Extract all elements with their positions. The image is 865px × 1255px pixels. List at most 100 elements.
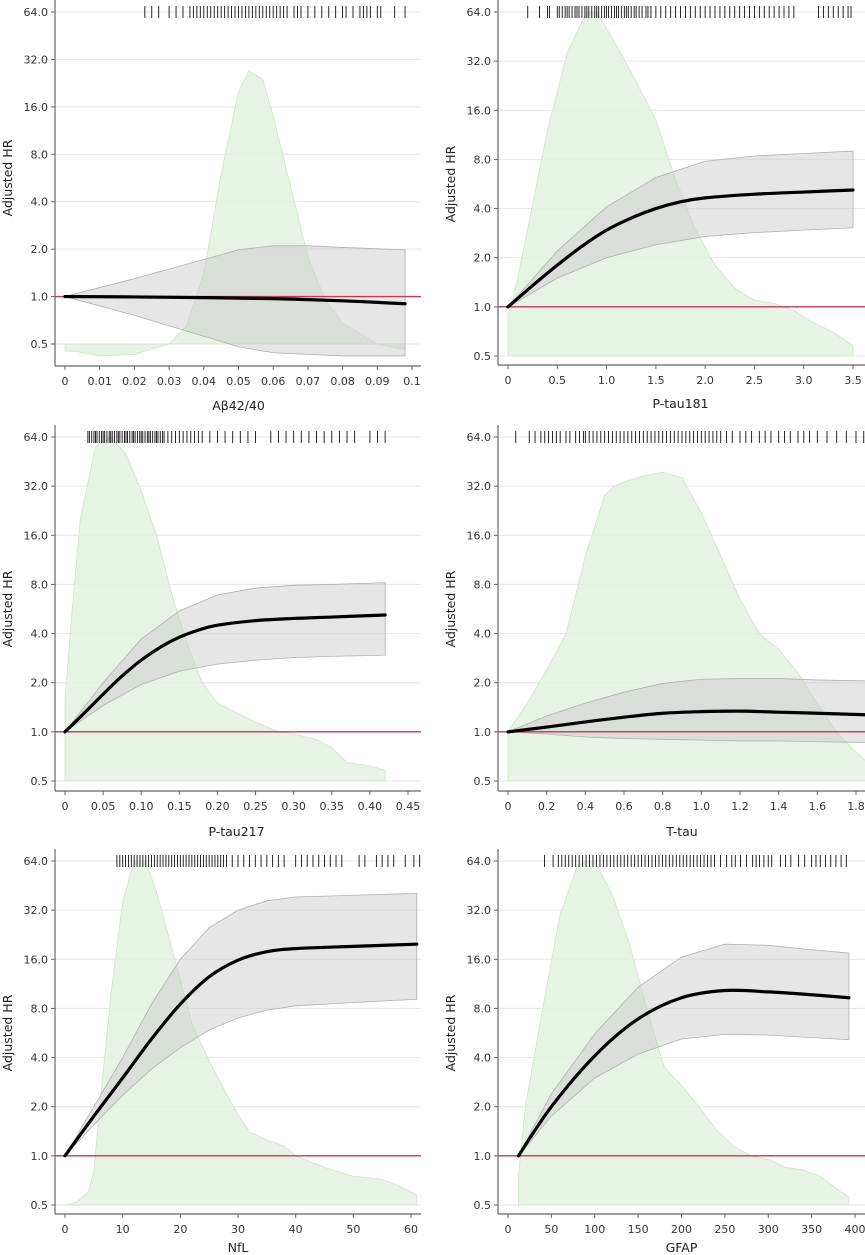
hr-curve	[63, 294, 407, 306]
x-tick-label: 1.4	[770, 800, 788, 813]
x-tick-label: 60	[404, 1223, 418, 1236]
y-tick-label: 2.0	[31, 677, 49, 690]
y-tick-label: 2.0	[31, 1101, 49, 1114]
y-tick-label: 0.5	[31, 775, 49, 788]
x-tick-label: 0.01	[87, 375, 112, 388]
x-tick-label: 3.0	[795, 374, 813, 387]
x-tick-label: 250	[714, 1223, 735, 1236]
y-axis-title: Adjusted HR	[443, 145, 458, 222]
y-tick-label: 1.0	[474, 301, 492, 314]
density-area	[64, 70, 406, 357]
panel-top-left: 0.5 1.0 2.0 4.0 8.0 16.0 32.0 64.0 0 0.01 0.02 0.03…	[0, 0, 421, 413]
y-tick-label: 2.0	[31, 243, 49, 256]
x-axis-title: NfL	[228, 1240, 249, 1255]
x-tick-label: 0	[505, 374, 512, 387]
y-tick-label: 32.0	[467, 55, 492, 68]
panel-middle-left: 0.5 1.0 2.0 4.0 8.0 16.0 32.0 64.0 0 0.05 0.10 0.15…	[0, 425, 421, 839]
x-tick-label: 0.1	[403, 375, 421, 388]
x-tick-label: 0.10	[129, 800, 154, 813]
x-tick-label: 0.35	[320, 800, 345, 813]
density-area	[507, 11, 854, 357]
rug-plot	[116, 855, 421, 867]
y-tick-label: 64.0	[467, 6, 492, 19]
y-tick-label: 64.0	[24, 6, 49, 19]
hr-curve	[63, 942, 419, 1158]
x-tick-label: 0.8	[654, 800, 672, 813]
x-tick-label: 0.30	[281, 800, 306, 813]
x-tick-label: 1.0	[693, 800, 711, 813]
y-tick-label: 32.0	[24, 480, 49, 493]
ci-band	[64, 582, 386, 733]
panel-top-right: 0.5 1.0 2.0 4.0 8.0 16.0 32.0 64.0 0 0.5 1.0 1.5 2.0…	[443, 0, 865, 411]
y-tick-label: 8.0	[474, 1002, 492, 1015]
x-tick-label: 400	[845, 1223, 865, 1236]
y-tick-label: 64.0	[467, 431, 492, 444]
x-tick-label: 20	[173, 1223, 187, 1236]
x-tick-label: 0.05	[91, 800, 116, 813]
y-axis-title: Adjusted HR	[0, 570, 15, 647]
x-tick-label: 2.5	[746, 374, 764, 387]
x-tick-label: 350	[801, 1223, 822, 1236]
y-tick-label: 64.0	[24, 431, 49, 444]
y-tick-label: 1.0	[474, 1150, 492, 1163]
density-area	[507, 471, 865, 782]
y-tick-label: 4.0	[31, 1052, 49, 1065]
y-tick-label: 4.0	[474, 203, 492, 216]
y-tick-label: 0.5	[31, 338, 49, 351]
x-tick-label: 0.5	[549, 374, 567, 387]
y-tick-label: 0.5	[474, 1199, 492, 1212]
x-tick-label: 0.08	[330, 375, 355, 388]
y-tick-label: 8.0	[31, 578, 49, 591]
density-area	[64, 860, 418, 1206]
y-tick-label: 4.0	[31, 628, 49, 641]
x-tick-label: 30	[231, 1223, 245, 1236]
y-tick-label: 2.0	[474, 252, 492, 265]
x-tick-label: 0	[505, 1223, 512, 1236]
y-tick-label: 4.0	[31, 196, 49, 209]
x-tick-label: 100	[584, 1223, 605, 1236]
x-tick-label: 0	[62, 1223, 69, 1236]
y-tick-label: 32.0	[467, 904, 492, 917]
x-tick-label: 0.15	[167, 800, 192, 813]
hr-curve	[506, 709, 865, 734]
y-tick-label: 1.0	[31, 726, 49, 739]
rug-plot	[527, 6, 852, 18]
y-tick-label: 64.0	[24, 855, 49, 868]
y-tick-label: 1.0	[31, 291, 49, 304]
panel-bottom-left: 0.5 1.0 2.0 4.0 8.0 16.0 32.0 64.0 0 10 20 30 40 50 60…	[0, 849, 421, 1255]
y-tick-label: 4.0	[474, 1052, 492, 1065]
x-tick-label: 0.4	[577, 800, 595, 813]
x-tick-label: 200	[671, 1223, 692, 1236]
x-axis-title: GFAP	[666, 1240, 698, 1255]
y-tick-label: 8.0	[474, 153, 492, 166]
x-tick-label: 1.6	[809, 800, 827, 813]
x-tick-label: 1.5	[647, 374, 665, 387]
rug-plot	[144, 6, 406, 18]
x-tick-label: 0.6	[615, 800, 633, 813]
y-tick-label: 64.0	[467, 855, 492, 868]
x-tick-label: 0.07	[296, 375, 321, 388]
x-tick-label: 0.25	[243, 800, 268, 813]
x-tick-label: 2.0	[696, 374, 714, 387]
y-tick-label: 16.0	[467, 529, 492, 542]
y-tick-label: 8.0	[31, 1002, 49, 1015]
x-tick-label: 0.04	[192, 375, 217, 388]
y-axis-title: Adjusted HR	[443, 570, 458, 647]
x-axis-title: P-tau181	[652, 396, 708, 411]
x-tick-label: 0.05	[226, 375, 251, 388]
y-tick-label: 2.0	[474, 1101, 492, 1114]
y-tick-label: 4.0	[474, 628, 492, 641]
x-tick-label: 40	[289, 1223, 303, 1236]
rug-plot	[543, 855, 847, 867]
x-tick-label: 1.2	[731, 800, 749, 813]
x-tick-label: 0.20	[205, 800, 230, 813]
x-tick-label: 0	[505, 800, 512, 813]
x-tick-label: 1.8	[847, 800, 865, 813]
hr-curve	[506, 188, 855, 309]
ci-band	[64, 893, 418, 1157]
x-tick-label: 0.45	[396, 800, 421, 813]
y-tick-label: 2.0	[474, 677, 492, 690]
y-axis-title: Adjusted HR	[0, 139, 15, 216]
y-tick-label: 16.0	[24, 101, 49, 114]
